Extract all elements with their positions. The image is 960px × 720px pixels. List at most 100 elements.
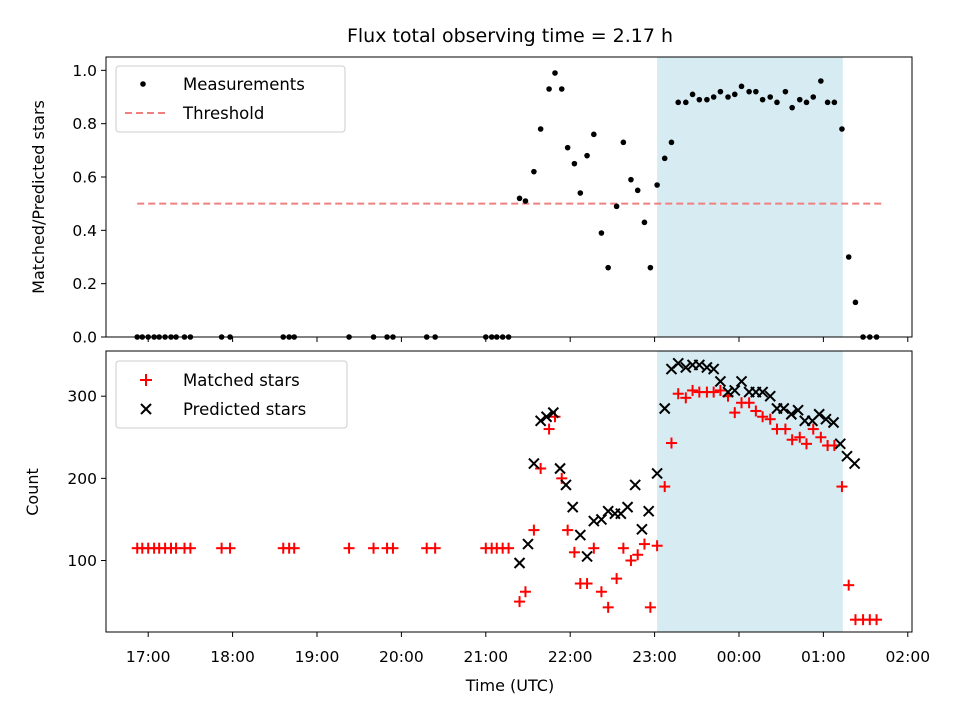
matched-star-point <box>519 586 531 598</box>
predicted-star-point <box>651 467 663 480</box>
predicted-star-point <box>848 457 861 470</box>
measurement-point <box>831 99 838 106</box>
matched-star-point <box>714 384 726 396</box>
predicted-star-point <box>636 523 648 536</box>
predicted-star-point <box>528 457 540 470</box>
predicted-star-point <box>701 361 713 374</box>
measurement-point <box>803 99 810 106</box>
predicted-star-point <box>621 501 634 513</box>
measurement-point <box>591 131 597 138</box>
top-y-ticks: 0.0 0.2 0.4 0.6 0.8 1.0 <box>72 62 106 347</box>
matched-star-point <box>651 540 663 552</box>
top-axes-frame <box>105 56 913 338</box>
matched-star-point <box>680 392 692 404</box>
predicted-star-point <box>554 462 566 475</box>
measurement-point <box>753 88 759 95</box>
predicted-star-point <box>729 384 741 397</box>
bottom-series-group <box>131 357 883 626</box>
matched-star-point <box>528 524 540 536</box>
bottom-x-ticks: 17:00 18:00 19:00 20:00 21:00 22:00 23:00 00:00… <box>126 632 930 666</box>
matched-star-point <box>625 555 637 567</box>
matched-star-point <box>562 524 574 536</box>
matched-star-point <box>672 388 684 400</box>
matched-star-point <box>871 614 883 626</box>
predicted-star-point <box>574 529 587 541</box>
top-y-axis-label: Matched/Predicted stars <box>29 100 48 294</box>
measurement-point <box>647 264 654 271</box>
matched-star-point <box>779 423 791 435</box>
measurement-point <box>584 152 590 159</box>
matched-star-point <box>659 481 671 493</box>
measurement-point <box>628 176 634 183</box>
legend-measurements-label: Measurements <box>183 75 305 94</box>
matched-star-point <box>543 423 555 435</box>
measurement-point <box>516 195 523 202</box>
predicted-star-point <box>714 375 727 388</box>
measurement-point <box>824 99 831 106</box>
matched-star-point <box>368 542 380 554</box>
matched-star-point <box>535 462 547 474</box>
predicted-star-point <box>756 386 769 398</box>
measurement-point <box>531 168 537 175</box>
measurement-point <box>810 94 817 100</box>
measurement-point <box>767 94 774 100</box>
x-tick-label: 22:00 <box>548 648 593 666</box>
measurement-point <box>704 96 710 103</box>
top-y-tick-label: 0.8 <box>72 115 97 133</box>
measurement-point <box>796 96 803 103</box>
matched-star-point <box>429 542 441 554</box>
measurement-point <box>845 254 852 260</box>
measurement-point <box>738 83 745 90</box>
measurement-point <box>558 86 565 92</box>
x-tick-label: 17:00 <box>126 648 171 666</box>
matched-star-point <box>581 578 593 590</box>
measurement-point <box>613 203 620 210</box>
measurement-point <box>654 182 660 188</box>
measurement-point <box>696 96 703 103</box>
legend-measurements-marker <box>140 81 146 87</box>
measurement-point <box>661 155 668 162</box>
measurement-point <box>746 88 752 95</box>
predicted-star-point <box>642 505 655 517</box>
predicted-star-point <box>680 361 692 374</box>
matched-star-point <box>665 437 677 449</box>
legend-matched-label: Matched stars <box>183 371 300 390</box>
matched-star-point <box>757 411 769 423</box>
measurement-point <box>668 139 675 146</box>
matched-star-point <box>568 546 580 558</box>
predicted-star-point <box>567 501 579 513</box>
matched-star-point <box>503 542 515 554</box>
bottom-panel: 100 200 300 17:00 18:00 19:00 20:00 21:00 22:00… <box>23 350 930 695</box>
top-series-group <box>134 70 885 340</box>
x-tick-label: 21:00 <box>463 648 508 666</box>
predicted-star-point <box>707 363 720 375</box>
bottom-legend: Matched stars Predicted stars <box>115 360 348 429</box>
matched-star-point <box>343 542 355 554</box>
measurement-point <box>759 96 766 103</box>
matched-star-point <box>801 438 813 450</box>
matched-star-point <box>638 538 650 550</box>
predicted-star-point <box>522 538 534 550</box>
x-tick-label: 23:00 <box>632 648 677 666</box>
legend-predicted-label: Predicted stars <box>183 400 306 419</box>
legend-predicted-marker <box>140 403 152 415</box>
matched-star-point <box>794 431 806 443</box>
predicted-star-point <box>778 402 790 415</box>
matched-star-point <box>595 586 607 598</box>
x-tick-label: 00:00 <box>717 648 762 666</box>
predicted-star-point <box>722 386 734 398</box>
predicted-star-point <box>581 550 593 563</box>
measurement-point <box>731 91 738 98</box>
matched-star-point <box>729 407 741 419</box>
predicted-star-point <box>513 557 526 569</box>
measurement-point <box>634 187 641 194</box>
predicted-star-point <box>560 479 572 491</box>
measurement-point <box>683 99 689 106</box>
matched-star-point <box>588 542 600 554</box>
bottom-y-tick-label: 300 <box>67 388 97 406</box>
predicted-star-point <box>813 408 825 420</box>
predicted-star-point <box>672 357 684 370</box>
x-tick-label: 01:00 <box>801 648 846 666</box>
top-y-tick-label: 0.2 <box>72 275 97 293</box>
legend-matched-marker <box>140 374 152 386</box>
